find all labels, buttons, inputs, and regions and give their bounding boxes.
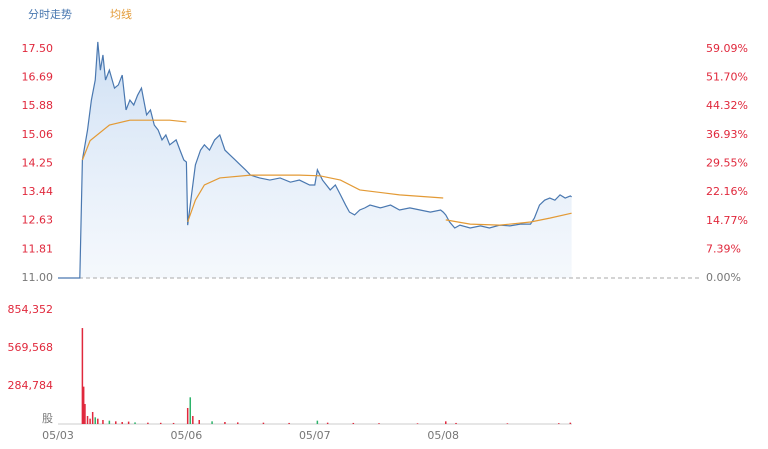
legend-entry: 分时走势 <box>28 8 72 21</box>
volume-bar <box>115 421 117 424</box>
volume-bar <box>569 422 572 424</box>
volume-bar <box>147 422 149 424</box>
volume-bar <box>91 411 94 424</box>
volume-bar <box>192 415 194 424</box>
y2-tick-label: 7.39% <box>706 242 741 255</box>
volume-bar <box>224 421 226 424</box>
volume-bar <box>186 407 189 424</box>
volume-bar <box>82 386 85 424</box>
volume-bar <box>86 415 89 424</box>
y-tick-label: 16.69 <box>22 71 54 84</box>
unit-label: 股 <box>42 412 53 425</box>
volume-bar <box>316 420 319 424</box>
y2-tick-label: 51.70% <box>706 71 748 84</box>
y-tick-label: 14.25 <box>22 157 54 170</box>
y2-tick-label: 29.55% <box>706 156 748 169</box>
y-tick-label: 854,352 <box>8 303 54 316</box>
volume-bar <box>189 397 192 424</box>
volume-bar <box>94 417 96 424</box>
volume-bar <box>81 328 84 424</box>
x-tick-label: 05/03 <box>42 429 74 442</box>
x-tick-label: 05/07 <box>299 429 331 442</box>
y2-tick-label: 14.77% <box>706 214 748 227</box>
y2-tick-label: 0.00% <box>706 271 741 284</box>
x-tick-label: 05/06 <box>171 429 203 442</box>
legend-entry: 均线 <box>110 7 132 21</box>
y-tick-label: 11.81 <box>22 242 54 255</box>
y-tick-label: 15.06 <box>22 128 54 141</box>
x-tick-label: 05/08 <box>427 429 459 442</box>
volume-bar <box>237 422 239 424</box>
y2-tick-label: 36.93% <box>706 128 748 141</box>
volume-bar <box>159 422 162 424</box>
y2-tick-label: 44.32% <box>706 99 748 112</box>
y-tick-label: 12.63 <box>22 214 54 227</box>
y-tick-label: 13.44 <box>22 185 54 198</box>
y2-tick-label: 59.09% <box>706 42 748 55</box>
series-line <box>58 41 572 279</box>
volume-bar <box>506 423 509 424</box>
y-tick-label: 284,784 <box>8 379 54 392</box>
volume-bar <box>108 420 111 424</box>
volume-bar <box>134 422 136 424</box>
volume-bar <box>97 418 99 424</box>
volume-bar <box>326 422 329 424</box>
volume-bar <box>416 423 419 424</box>
volume-bar <box>262 422 265 424</box>
series-line <box>81 119 572 226</box>
y2-tick-label: 22.16% <box>706 185 748 198</box>
volume-bar <box>84 403 86 424</box>
y-tick-label: 15.88 <box>22 99 54 112</box>
volume-bar <box>127 421 130 424</box>
y-tick-label: 11.00 <box>22 271 54 284</box>
volume-bar <box>378 423 380 424</box>
volume-bar <box>445 421 447 424</box>
volume-bar <box>172 422 175 424</box>
volume-bar <box>102 419 104 424</box>
volume-bar <box>558 423 560 424</box>
price-area <box>58 41 572 279</box>
y-tick-label: 569,568 <box>8 341 54 354</box>
y-tick-label: 17.50 <box>22 42 54 55</box>
volume-bar <box>198 419 200 424</box>
volume-bar <box>288 422 290 424</box>
volume-bar <box>455 422 457 424</box>
volume-bar <box>121 421 123 424</box>
volume-bar <box>352 422 355 424</box>
volume-bar <box>211 421 213 424</box>
volume-bar <box>89 418 91 424</box>
